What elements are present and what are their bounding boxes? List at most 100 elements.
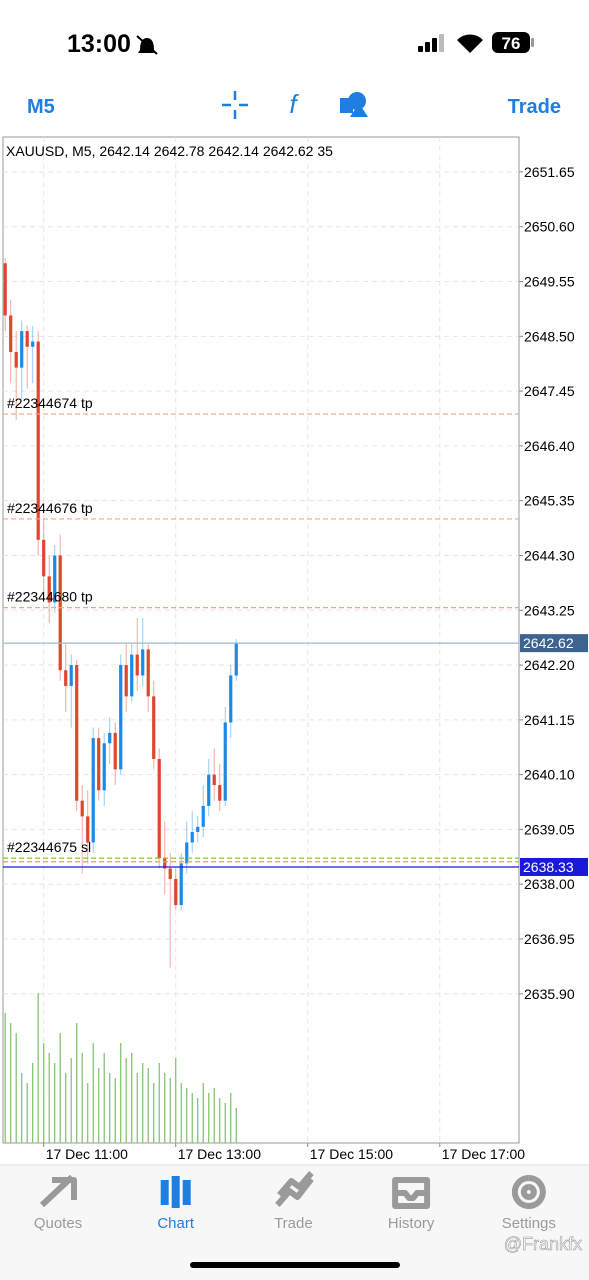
x-tick-label: 17 Dec 11:00: [46, 1146, 128, 1162]
candle-body: [168, 868, 172, 879]
y-tick-label: 2644.30: [524, 547, 575, 563]
price-box: [520, 857, 588, 876]
battery-tip: [531, 38, 534, 47]
candle-body: [174, 878, 178, 906]
candle-body: [69, 665, 73, 686]
candle-body: [80, 800, 84, 817]
tab-icon: [160, 1176, 191, 1208]
trade-button[interactable]: Trade: [508, 96, 561, 118]
tab-icon: [511, 1175, 546, 1209]
crosshair-button[interactable]: [222, 91, 248, 119]
candle-body: [86, 816, 90, 843]
chart-frame: [2, 136, 520, 1144]
candle-body: [190, 832, 194, 843]
candle-body: [223, 722, 227, 801]
status-time: 13:00: [67, 30, 131, 58]
objects-button[interactable]: [340, 92, 368, 117]
candle-body: [212, 774, 216, 786]
candle-body: [36, 341, 40, 540]
battery-level: 76: [502, 34, 521, 53]
x-tick-label: 17 Dec 15:00: [310, 1146, 393, 1162]
x-tick-label: 17 Dec 17:00: [442, 1146, 525, 1162]
candle-body: [102, 743, 106, 791]
y-tick-label: 2641.15: [524, 712, 575, 728]
candle-body: [130, 654, 134, 697]
candle-body: [119, 665, 123, 770]
candle-body: [113, 732, 117, 770]
candle-body: [47, 576, 51, 603]
tab-label[interactable]: Chart: [157, 1215, 195, 1232]
candle-body: [163, 858, 167, 869]
candle-body: [218, 785, 222, 801]
candle-body: [31, 341, 35, 347]
candle-body: [25, 331, 29, 347]
price-box: [520, 634, 588, 653]
candle-body: [9, 315, 13, 352]
watermark: @Frankfx: [504, 1234, 582, 1254]
candle-body: [14, 351, 18, 368]
y-tick-label: 2650.60: [524, 219, 575, 235]
candle-body: [64, 670, 68, 686]
candle-body: [196, 826, 200, 833]
y-tick-label: 2647.45: [524, 383, 575, 399]
candle-body: [185, 842, 189, 864]
y-tick-label: 2642.20: [524, 657, 575, 673]
y-tick-label: 2639.05: [524, 821, 575, 837]
battery: [492, 32, 530, 53]
wifi-icon: [457, 34, 483, 53]
candle-body: [97, 738, 101, 791]
candle-body: [179, 863, 183, 906]
y-tick-label: 2651.65: [524, 164, 575, 180]
tab-icon: [39, 1174, 77, 1208]
timeframe-button[interactable]: M5: [27, 96, 55, 118]
price-label: 2642.62: [523, 635, 574, 651]
x-tick-label: 17 Dec 13:00: [178, 1146, 261, 1162]
indicators-button[interactable]: f: [289, 89, 299, 119]
y-tick-label: 2635.90: [524, 986, 575, 1002]
signal-icon: [418, 34, 444, 52]
y-tick-label: 2638.00: [524, 876, 575, 892]
tabs: Quotes Chart Trade History Settings: [34, 1171, 556, 1232]
candle-body: [75, 665, 79, 801]
candle-body: [141, 649, 145, 676]
candle-body: [157, 758, 161, 859]
tab-label[interactable]: History: [388, 1215, 435, 1232]
tab-label[interactable]: Settings: [502, 1215, 556, 1232]
y-tick-label: 2636.95: [524, 931, 575, 947]
candle-body: [152, 696, 156, 759]
candle-body: [53, 555, 57, 603]
trade-level-label: #22344676 tp: [7, 500, 93, 516]
tab-icon: [392, 1177, 431, 1209]
trade-level-label: #22344680 tp: [7, 589, 93, 605]
home-indicator: [190, 1262, 400, 1268]
candle-body: [124, 665, 128, 697]
candle-body: [135, 654, 139, 676]
tab-label[interactable]: Trade: [274, 1215, 313, 1232]
y-tick-label: 2640.10: [524, 767, 575, 783]
tab-label[interactable]: Quotes: [34, 1215, 82, 1232]
candle-body: [3, 263, 7, 316]
candle-body: [234, 643, 238, 676]
candle-body: [201, 805, 205, 827]
y-tick-label: 2645.35: [524, 493, 575, 509]
trade-level-label: #22344675 sl: [7, 839, 91, 855]
candle-body: [108, 732, 112, 744]
candle-body: [20, 331, 24, 368]
candle-body: [42, 539, 46, 577]
candle-body: [58, 555, 62, 671]
candle-body: [207, 774, 211, 806]
price-label: 2638.33: [523, 859, 574, 875]
trade-level-label: #22344674 tp: [7, 395, 93, 411]
y-tick-label: 2649.55: [524, 274, 575, 290]
candle-body: [146, 649, 150, 697]
y-tick-label: 2646.40: [524, 438, 575, 454]
chart-header: XAUUSD, M5, 2642.14 2642.78 2642.14 2642…: [6, 143, 333, 159]
candle-body: [229, 675, 233, 723]
mute-icon: [136, 35, 158, 55]
tab-icon: [275, 1171, 314, 1207]
y-tick-label: 2648.50: [524, 328, 575, 344]
y-tick-label: 2643.25: [524, 602, 575, 618]
chart: 2651.65 2650.60 2649.55 2648.50 2647.45 2646.…: [3, 137, 588, 1162]
